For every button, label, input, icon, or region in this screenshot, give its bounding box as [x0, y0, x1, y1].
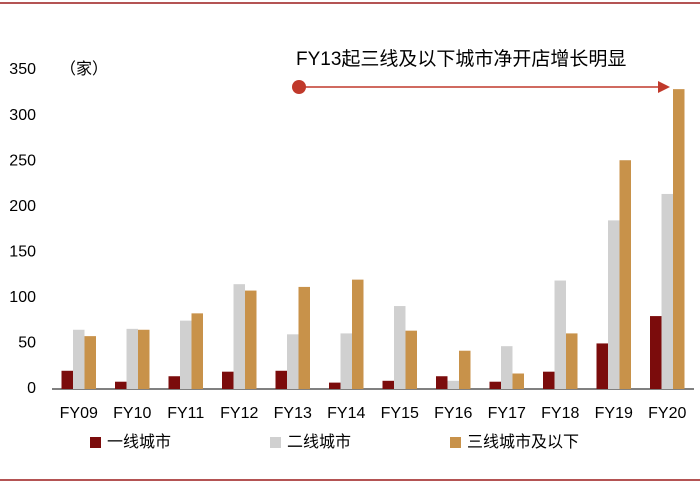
x-tick-label: FY19: [595, 405, 633, 422]
bar: [233, 284, 245, 389]
bar: [126, 328, 138, 389]
x-tick-label: FY09: [60, 405, 98, 422]
y-tick-label: 0: [27, 380, 36, 397]
bar: [405, 330, 417, 389]
arrow-start: [292, 80, 306, 94]
bar: [222, 371, 234, 389]
bar: [673, 89, 685, 389]
bar: [382, 380, 394, 389]
x-tick-label: FY10: [113, 405, 151, 422]
bar: [275, 370, 287, 389]
annotation: FY13起三线及以下城市净开店增长明显: [296, 48, 626, 70]
bar: [512, 373, 524, 389]
y-tick-label: 250: [9, 152, 36, 169]
bar: [596, 343, 608, 389]
legend-label: 三线城市及以下: [467, 433, 579, 451]
bar: [84, 336, 96, 389]
x-tick-label: FY18: [541, 405, 579, 422]
bar: [168, 376, 180, 389]
y-tick-label: 50: [18, 335, 36, 352]
bar: [61, 370, 73, 389]
x-tick-label: FY16: [434, 405, 472, 422]
y-tick-label: 100: [9, 289, 36, 306]
x-tick-label: FY13: [274, 405, 312, 422]
y-tick-label: 150: [9, 244, 36, 261]
bar: [394, 306, 406, 389]
legend-swatch: [450, 437, 461, 448]
x-tick-label: FY17: [488, 405, 526, 422]
bar: [554, 280, 566, 389]
bar: [436, 376, 448, 389]
x-tick-label: FY12: [220, 405, 258, 422]
bar: [459, 350, 471, 389]
legend-swatch: [90, 437, 101, 448]
bar: [180, 320, 192, 389]
bar: [352, 279, 364, 389]
y-tick-label: 200: [9, 198, 36, 215]
x-tick-label: FY11: [167, 405, 204, 422]
x-tick-label: FY20: [648, 405, 686, 422]
bar: [298, 286, 310, 389]
x-tick-label: FY15: [381, 405, 419, 422]
legend-swatch: [270, 437, 281, 448]
bar: [489, 381, 501, 389]
bar: [287, 334, 299, 389]
y-tick-label: 300: [9, 107, 36, 124]
x-tick-label: FY14: [327, 405, 365, 422]
unit-label: （家）: [60, 60, 108, 78]
legend-label: 一线城市: [107, 433, 171, 451]
y-tick-label: 350: [9, 61, 36, 78]
bar: [447, 380, 459, 389]
legend-label: 二线城市: [287, 433, 351, 451]
bar: [329, 382, 341, 389]
bar: [73, 329, 85, 389]
bar: [245, 290, 257, 389]
bar: [138, 329, 150, 389]
bar: [566, 333, 578, 389]
bar: [340, 333, 352, 389]
bar: [650, 316, 662, 389]
arrow-head: [658, 81, 670, 93]
bar: [191, 313, 203, 389]
bar: [608, 220, 620, 389]
bar: [501, 346, 513, 389]
bar: [543, 371, 555, 389]
bar: [619, 160, 631, 389]
bar: [115, 381, 127, 389]
bar: [661, 193, 673, 389]
